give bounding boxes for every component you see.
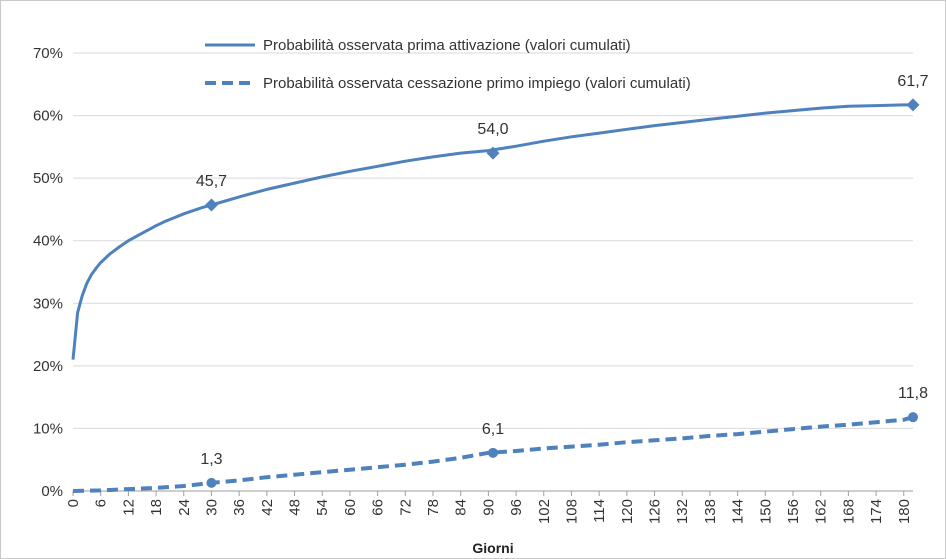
legend: Probabilità osservata prima attivazione … xyxy=(205,37,691,92)
data-point-marker xyxy=(486,146,500,160)
data-point-marker xyxy=(488,447,498,458)
x-tick-label: 42 xyxy=(259,499,276,516)
x-tick-label: 114 xyxy=(591,499,608,523)
x-tick-label: 36 xyxy=(231,499,248,516)
y-tick-label: 0% xyxy=(41,483,63,500)
x-tick-label: 180 xyxy=(896,499,913,524)
y-tick-label: 10% xyxy=(33,420,63,437)
legend-label-1: Probabilità osservata prima attivazione … xyxy=(263,37,631,54)
x-tick-label: 156 xyxy=(785,499,802,524)
x-tick-label: 0 xyxy=(65,499,82,507)
data-point-marker xyxy=(204,198,218,212)
x-tick-label: 96 xyxy=(508,499,525,516)
x-tick-label: 6 xyxy=(93,499,110,507)
x-tick-label: 108 xyxy=(563,499,580,524)
gridlines xyxy=(73,52,913,492)
data-point-marker xyxy=(908,412,918,423)
x-tick-label: 72 xyxy=(397,499,414,516)
x-tick-label: 48 xyxy=(287,499,304,516)
x-tick-label: 54 xyxy=(314,499,331,516)
data-label: 11,8 xyxy=(898,385,928,402)
y-tick-label: 60% xyxy=(33,108,63,125)
data-point-marker xyxy=(906,98,920,112)
data-label: 61,7 xyxy=(897,73,928,90)
x-tick-label: 120 xyxy=(619,499,636,524)
y-tick-label: 50% xyxy=(33,170,63,187)
axes: 0% 10% 20% 30% 40% 50% 60% 70% 0 6 12 18 24 30 36 42 48 5… xyxy=(33,45,913,524)
x-tick-label: 90 xyxy=(480,499,497,516)
x-tick-label: 150 xyxy=(757,499,774,524)
x-tick-label: 126 xyxy=(647,499,664,524)
x-tick-label: 78 xyxy=(425,499,442,516)
y-tick-label: 70% xyxy=(33,45,63,62)
x-tick-label: 84 xyxy=(453,499,470,516)
x-tick-label: 144 xyxy=(730,499,747,524)
x-tick-label: 174 xyxy=(868,499,885,524)
x-tick-label: 12 xyxy=(120,499,137,516)
series-line-1 xyxy=(71,103,913,360)
x-tick-label: 168 xyxy=(840,499,857,524)
legend-label-2: Probabilità osservata cessazione primo i… xyxy=(263,75,691,92)
x-tick-label: 102 xyxy=(536,499,553,524)
data-label: 45,7 xyxy=(196,173,227,190)
y-tick-label: 40% xyxy=(33,233,63,250)
data-point-marker xyxy=(206,477,217,488)
data-label: 54,0 xyxy=(477,121,508,138)
x-tick-label: 66 xyxy=(370,499,387,516)
y-tick-label: 30% xyxy=(33,295,63,312)
x-tick-label: 138 xyxy=(702,499,719,524)
x-tick-label: 18 xyxy=(148,499,165,516)
data-label: 6,1 xyxy=(482,421,504,438)
x-tick-label: 30 xyxy=(203,499,220,516)
x-tick-label: 162 xyxy=(813,499,830,524)
x-axis-title: Giorni xyxy=(472,540,513,556)
y-tick-label: 20% xyxy=(33,358,63,375)
x-tick-label: 24 xyxy=(176,499,193,516)
plot-area: 45,7 54,0 61,7 1,3 6,1 11,8 xyxy=(71,73,929,493)
x-tick-label: 132 xyxy=(674,499,691,524)
data-label: 1,3 xyxy=(200,451,222,468)
x-tick-label: 60 xyxy=(342,499,359,516)
